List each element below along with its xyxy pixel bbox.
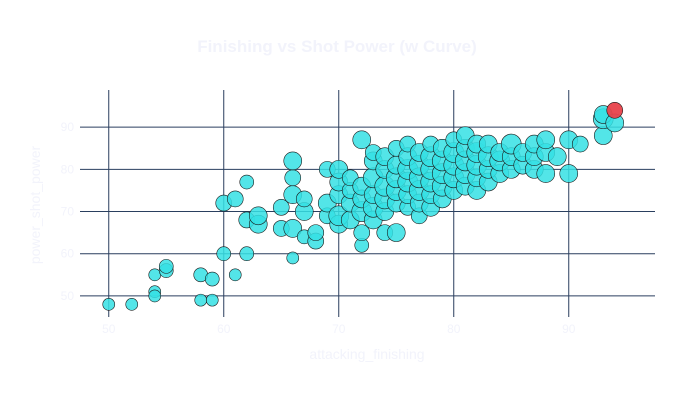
data-point <box>283 151 303 171</box>
y-tick-label: 70 <box>61 205 75 219</box>
data-points <box>102 102 625 311</box>
data-point <box>248 206 268 226</box>
y-tick-label: 90 <box>61 120 75 134</box>
y-tick-label: 80 <box>61 162 75 176</box>
y-axis-title: power_shot_power <box>27 146 43 265</box>
y-tick-label: 60 <box>61 247 75 261</box>
data-point <box>536 164 556 183</box>
x-tick-label: 80 <box>447 322 461 336</box>
data-point <box>194 293 208 307</box>
x-tick-label: 90 <box>562 322 576 336</box>
data-point <box>352 130 372 150</box>
x-axis-title: attacking_finishing <box>309 346 424 362</box>
data-point <box>102 298 116 311</box>
data-point <box>571 135 589 153</box>
data-point <box>158 259 174 274</box>
data-point <box>536 130 556 150</box>
data-point <box>216 246 232 262</box>
data-point <box>286 251 300 265</box>
data-point <box>559 164 579 183</box>
data-point <box>205 293 219 307</box>
y-tick-label: 50 <box>61 289 75 303</box>
data-point <box>386 223 406 242</box>
data-point <box>239 246 255 262</box>
chart-title: Finishing vs Shot Power (w Curve) <box>197 37 477 56</box>
data-point <box>239 174 255 190</box>
data-point <box>272 199 290 216</box>
data-point <box>284 169 302 187</box>
data-point <box>125 298 139 311</box>
x-tick-label: 60 <box>217 322 231 336</box>
data-point <box>307 224 325 241</box>
data-point <box>148 289 162 303</box>
highlight-data-point <box>606 102 624 119</box>
data-point <box>295 190 313 208</box>
data-point <box>228 268 242 282</box>
data-point <box>226 190 244 208</box>
data-point <box>547 147 567 167</box>
data-point <box>204 271 220 287</box>
x-tick-label: 70 <box>332 322 346 336</box>
data-point <box>353 224 371 241</box>
tick-labels: 50 60 70 80 90 50 60 70 80 90 <box>61 120 576 336</box>
data-point <box>148 268 162 282</box>
data-point <box>283 219 303 238</box>
x-tick-label: 50 <box>102 322 116 336</box>
